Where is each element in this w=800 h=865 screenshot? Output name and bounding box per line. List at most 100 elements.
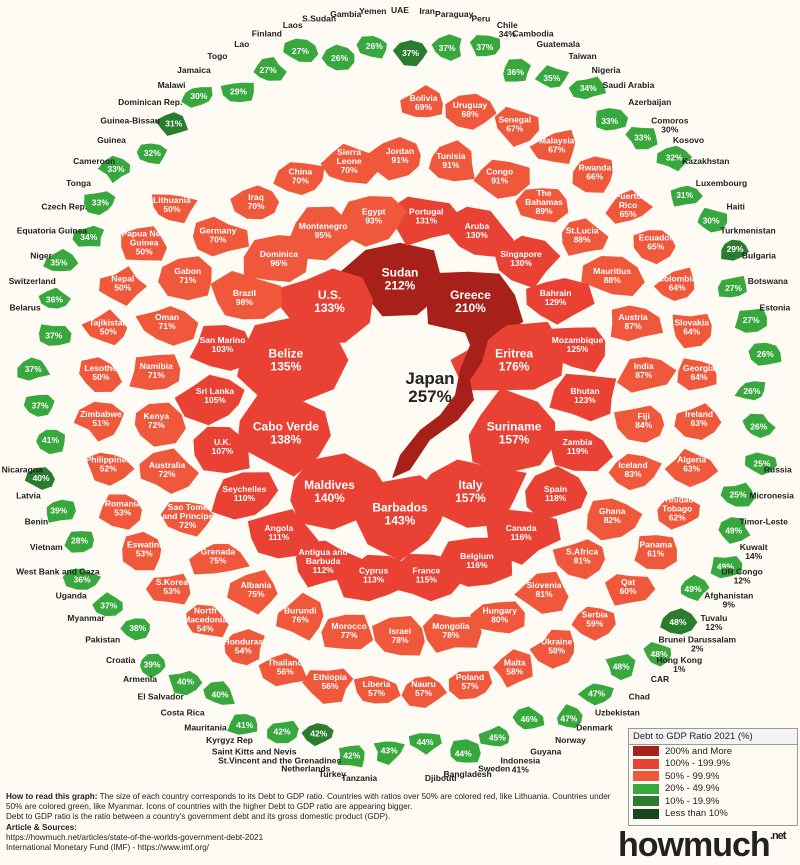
country-value: 39% bbox=[50, 506, 67, 516]
country-label: 50% bbox=[163, 204, 180, 214]
country-label: Barbados bbox=[372, 501, 428, 515]
country-label: Greece bbox=[450, 288, 491, 302]
country-label: 81% bbox=[574, 556, 591, 566]
country-value: 36% bbox=[507, 67, 524, 77]
outer-country-label: Norway bbox=[555, 735, 586, 745]
how-to-read: How to read this graph: The size of each… bbox=[6, 792, 616, 812]
country-shape bbox=[139, 448, 199, 494]
source-link-2[interactable]: International Monetary Fund (IMF) - http… bbox=[6, 843, 209, 853]
country-label: 58% bbox=[506, 667, 523, 677]
country-label: 131% bbox=[415, 216, 437, 226]
country-label: San Marino bbox=[200, 335, 246, 345]
country-shape bbox=[617, 357, 677, 393]
outer-country-label: Botswana bbox=[748, 276, 788, 286]
country-label: Zambia bbox=[563, 437, 593, 447]
outer-country-label: 1% bbox=[673, 664, 686, 674]
country-shape bbox=[568, 76, 607, 100]
country-label: 212% bbox=[385, 278, 416, 292]
country-shape bbox=[227, 714, 258, 735]
sources-title: Article & Sources: bbox=[6, 822, 77, 832]
outer-country-label: Niger bbox=[30, 251, 52, 261]
outer-country-label: Dominican Rep. bbox=[118, 97, 182, 107]
outer-country-label: Iran bbox=[419, 6, 435, 16]
source-link-1[interactable]: https://howmuch.net/articles/state-of-th… bbox=[6, 832, 264, 842]
country-shape bbox=[168, 670, 203, 696]
country-shape bbox=[529, 129, 576, 164]
outer-country-label: Cameroon bbox=[73, 156, 115, 166]
country-value: 32% bbox=[666, 153, 683, 163]
country-shape bbox=[494, 106, 540, 147]
country-shape bbox=[633, 230, 676, 265]
country-label: Austria bbox=[618, 312, 648, 322]
country-shape bbox=[608, 453, 662, 491]
outer-country-label: El Salvador bbox=[138, 692, 185, 702]
country-label: 84% bbox=[635, 420, 652, 430]
country-shape bbox=[503, 58, 531, 82]
country-value: 27% bbox=[725, 283, 742, 293]
country-label: Maldives bbox=[304, 478, 355, 492]
country-shape bbox=[224, 629, 265, 666]
country-shape bbox=[572, 156, 613, 193]
country-label: 61% bbox=[647, 549, 664, 559]
country-value: 33% bbox=[92, 198, 109, 208]
country-value: 33% bbox=[601, 116, 618, 126]
country-shape bbox=[717, 275, 747, 298]
country-shape bbox=[551, 327, 606, 373]
country-shape bbox=[24, 467, 55, 490]
country-label: Bahamas bbox=[525, 197, 563, 207]
country-label: Malta bbox=[504, 658, 526, 668]
country-label: Angola bbox=[264, 523, 293, 533]
outer-country-label: Myanmar bbox=[67, 613, 105, 623]
country-value: 34% bbox=[80, 232, 97, 242]
country-shape bbox=[742, 413, 776, 438]
country-value: 37% bbox=[32, 400, 49, 410]
country-label: Nepal bbox=[111, 274, 134, 284]
outer-country-label: 12% bbox=[705, 622, 722, 632]
country-value: 37% bbox=[45, 331, 62, 341]
country-shape bbox=[81, 309, 128, 346]
country-shape bbox=[552, 539, 605, 580]
country-label: 176% bbox=[499, 360, 530, 374]
country-value: 49% bbox=[684, 584, 701, 594]
country-label: 58% bbox=[548, 646, 565, 656]
country-shape bbox=[610, 305, 664, 342]
country-shape bbox=[320, 143, 379, 184]
country-label: Macedonia bbox=[183, 615, 227, 625]
outer-country-label: Armenia bbox=[123, 674, 157, 684]
country-shape bbox=[339, 196, 407, 247]
country-value: 47% bbox=[588, 689, 605, 699]
country-label: Romania bbox=[105, 499, 141, 509]
country-label: Malaysia bbox=[539, 135, 575, 145]
outer-country-label: Jamaica bbox=[177, 65, 211, 75]
country-label: Serbia bbox=[582, 610, 608, 620]
country-shape bbox=[189, 544, 250, 575]
outer-country-label: Guinea bbox=[97, 135, 126, 145]
country-label: Papua New bbox=[122, 228, 168, 238]
country-label: 64% bbox=[691, 372, 708, 382]
outer-country-label: Lao bbox=[234, 39, 249, 49]
outer-country-label: Togo bbox=[207, 51, 227, 61]
country-value: 37% bbox=[100, 601, 117, 611]
country-label: 130% bbox=[466, 230, 488, 240]
country-shape bbox=[247, 509, 319, 559]
legend-label: 50% - 99.9% bbox=[665, 770, 720, 782]
outer-country-label: Pakistan bbox=[85, 635, 120, 645]
country-label: 81% bbox=[535, 589, 552, 599]
country-value: 32% bbox=[144, 148, 161, 158]
outer-country-label: Brunei Darussalam bbox=[659, 635, 737, 645]
outer-country-label: Saint Kitts and Nevis bbox=[212, 746, 297, 756]
country-label: Ghana bbox=[599, 506, 626, 516]
outer-country-label: Indonesia bbox=[500, 756, 540, 766]
country-label: 64% bbox=[669, 283, 686, 293]
outer-country-label: Kyrgyz Rep bbox=[206, 735, 253, 745]
outer-country-label: Djibouti bbox=[425, 773, 457, 783]
country-value: 48% bbox=[613, 661, 630, 671]
country-shape bbox=[450, 321, 565, 391]
country-label: 75% bbox=[209, 556, 226, 566]
country-value: 27% bbox=[259, 65, 276, 75]
country-label: 51% bbox=[92, 418, 109, 428]
country-label: Mozambique bbox=[552, 335, 604, 345]
country-value: 42% bbox=[343, 751, 360, 761]
country-label: Tunisia bbox=[436, 151, 465, 161]
country-label: 75% bbox=[247, 589, 264, 599]
